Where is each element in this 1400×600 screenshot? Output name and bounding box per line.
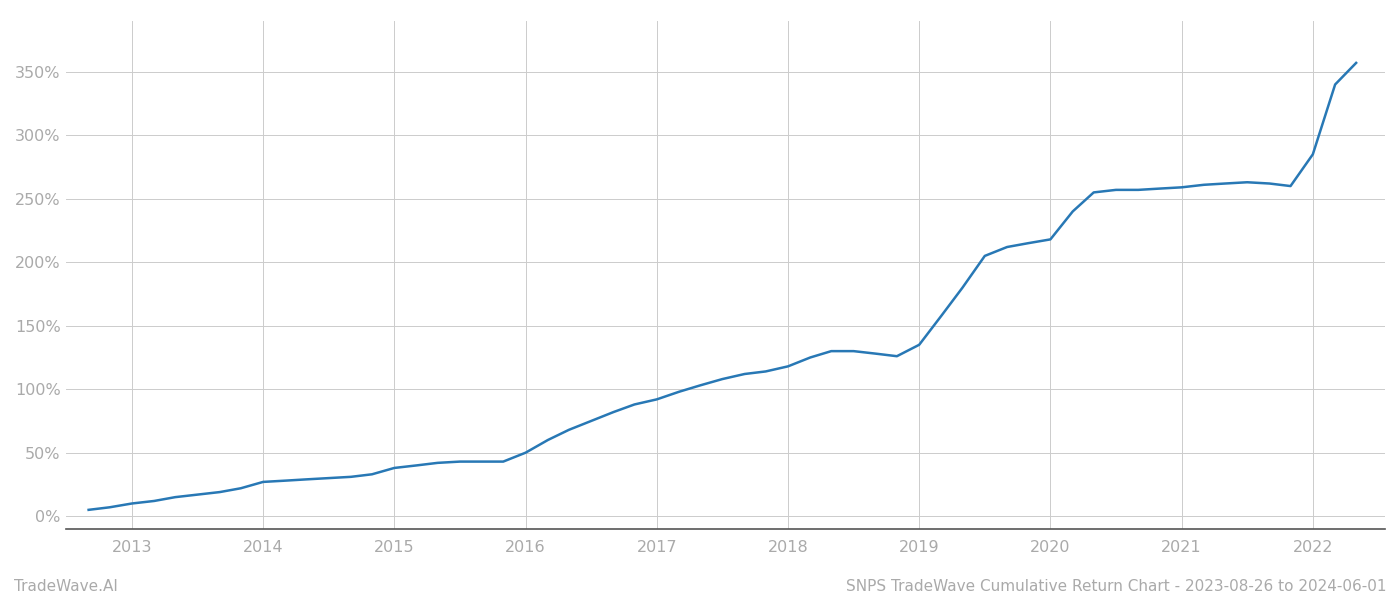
Text: SNPS TradeWave Cumulative Return Chart - 2023-08-26 to 2024-06-01: SNPS TradeWave Cumulative Return Chart -… <box>846 579 1386 594</box>
Text: TradeWave.AI: TradeWave.AI <box>14 579 118 594</box>
